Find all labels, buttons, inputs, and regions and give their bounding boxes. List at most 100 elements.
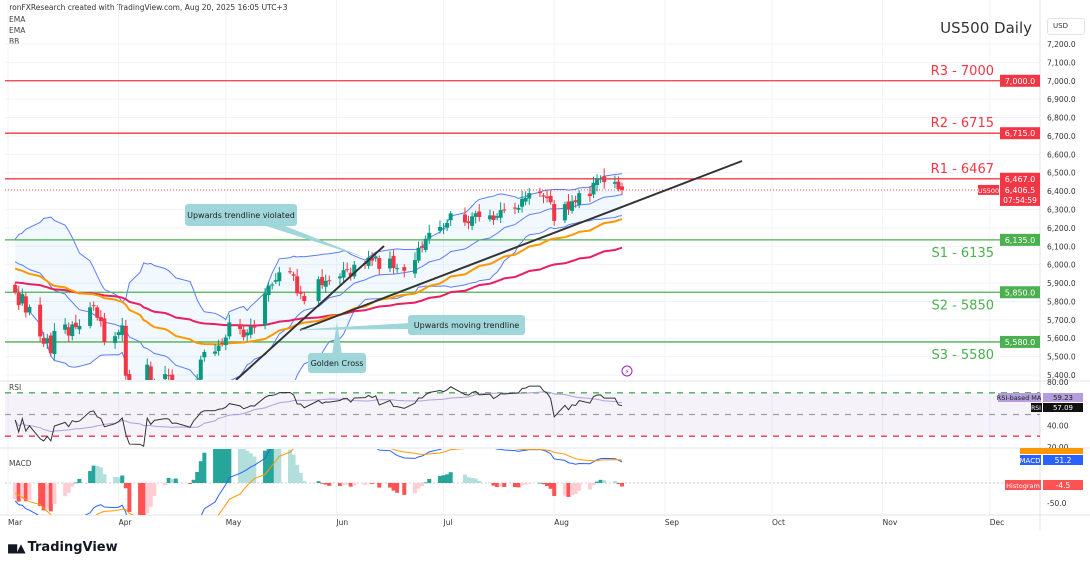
candle: [377, 255, 382, 275]
macd-histogram-bar: [220, 449, 225, 483]
macd-histogram-bar: [512, 483, 517, 488]
currency-selector[interactable]: USD: [1047, 18, 1085, 35]
candle: [113, 332, 118, 349]
macd-histogram-bar: [520, 483, 525, 486]
macd-histogram-bar: [516, 483, 521, 488]
rsi-label: RSI: [1031, 405, 1041, 412]
candle: [170, 369, 175, 380]
level-label: R3 - 7000: [931, 64, 994, 79]
macd-histogram-bar: [441, 475, 446, 483]
level-price-tag-text: 6,715.0: [1005, 129, 1036, 138]
candle: [45, 333, 50, 350]
candle-body: [416, 247, 421, 261]
ema-100-line: [14, 246, 623, 327]
time-axis-tick: Oct: [772, 518, 785, 527]
indicator-ema-50-legend[interactable]: EMA: [9, 15, 26, 24]
candle: [445, 219, 450, 232]
level-price-tag-text: 6,467.0: [1005, 175, 1036, 184]
candle: [548, 190, 553, 205]
candle: [502, 203, 507, 214]
time-axis-tick: Nov: [883, 518, 898, 527]
macd-label: MACD: [1020, 457, 1041, 465]
chart-attribution: IronFXResearch created with TradingView.…: [7, 3, 288, 12]
time-axis-tick: Jul: [443, 518, 453, 527]
rsi-axis-tick: 80.00: [1047, 378, 1069, 387]
candle-body: [370, 257, 375, 261]
candle: [270, 282, 275, 290]
candle: [516, 204, 521, 214]
price-axis-tick: 7,100.0: [1047, 58, 1076, 67]
candle: [38, 297, 43, 342]
price-axis-tick: 5,800.0: [1047, 297, 1076, 306]
candle: [52, 323, 57, 361]
macd-histogram-bar: [377, 483, 382, 488]
level-price-tag-text: 7,000.0: [1005, 77, 1036, 86]
macd-histogram-bar: [270, 449, 275, 483]
candle-body: [437, 226, 442, 231]
indicator-bb-legend[interactable]: BB: [9, 37, 20, 46]
candle-body: [73, 322, 78, 328]
tradingview-logo[interactable]: ■▲ TradingView: [7, 540, 118, 555]
macd-histogram-bar: [595, 481, 600, 483]
macd-line: [14, 449, 623, 515]
macd-histogram-bar: [298, 472, 303, 483]
macd-histogram-bar: [566, 483, 571, 497]
macd-histogram-bar: [273, 449, 278, 483]
candle: [491, 210, 496, 225]
candle: [70, 321, 75, 341]
macd-histogram-bar: [548, 483, 553, 489]
rsi-ma-line: [14, 391, 623, 433]
level-label: R2 - 6715: [931, 116, 994, 131]
macd-histogram-bar: [391, 483, 396, 491]
candle: [577, 190, 582, 209]
candle: [587, 185, 592, 202]
candle: [263, 288, 268, 330]
candle-body: [320, 277, 325, 286]
candle-body: [102, 318, 107, 342]
candle: [573, 195, 578, 208]
candle-body: [491, 215, 496, 220]
macd-histogram-bar: [591, 483, 596, 486]
indicator-ema-100-legend[interactable]: EMA: [9, 26, 26, 35]
macd-histogram-bar: [502, 483, 507, 487]
price-axis-tick: 6,100.0: [1047, 242, 1076, 251]
callout-upwards-trendline: Upwards moving trendline: [292, 315, 525, 335]
candle: [295, 268, 300, 297]
price-axis-tick: 6,000.0: [1047, 261, 1076, 270]
candle-body: [266, 285, 271, 296]
macd-histogram-bar: [320, 483, 325, 484]
macd-histogram-bar: [373, 483, 378, 484]
candle-body: [352, 264, 357, 277]
candle: [27, 304, 32, 316]
time-axis-tick: Aug: [554, 518, 569, 527]
candle: [462, 207, 467, 227]
macd-histogram-bar: [491, 483, 496, 486]
candle: [620, 182, 625, 195]
callout-golden-cross-text: Golden Cross: [311, 359, 364, 368]
lightning-icon: [621, 365, 633, 377]
candle-body: [148, 366, 153, 380]
candle-body: [195, 379, 200, 380]
candle: [298, 285, 303, 300]
rsi-axis-tick: 20.00: [1047, 443, 1069, 452]
candle: [220, 338, 225, 347]
candle-body: [512, 207, 517, 209]
candle: [127, 369, 132, 380]
macd-histogram-bar: [345, 483, 350, 485]
candle-body: [163, 374, 168, 380]
candle-body: [570, 201, 575, 211]
candle-body: [412, 260, 417, 274]
macd-histogram-bar: [245, 450, 250, 483]
candle: [73, 314, 78, 330]
candle-body: [48, 335, 53, 353]
candle-body: [302, 295, 307, 302]
macd-histogram-bar: [241, 449, 246, 483]
candle: [241, 324, 246, 341]
price-axis-tick: 7,200.0: [1047, 40, 1076, 49]
candle: [102, 312, 107, 346]
level-price-tag: [1000, 286, 1040, 299]
macd-histogram-bar: [587, 483, 592, 490]
rsi-pane-title: RSI: [9, 383, 21, 392]
candle: [213, 344, 218, 356]
